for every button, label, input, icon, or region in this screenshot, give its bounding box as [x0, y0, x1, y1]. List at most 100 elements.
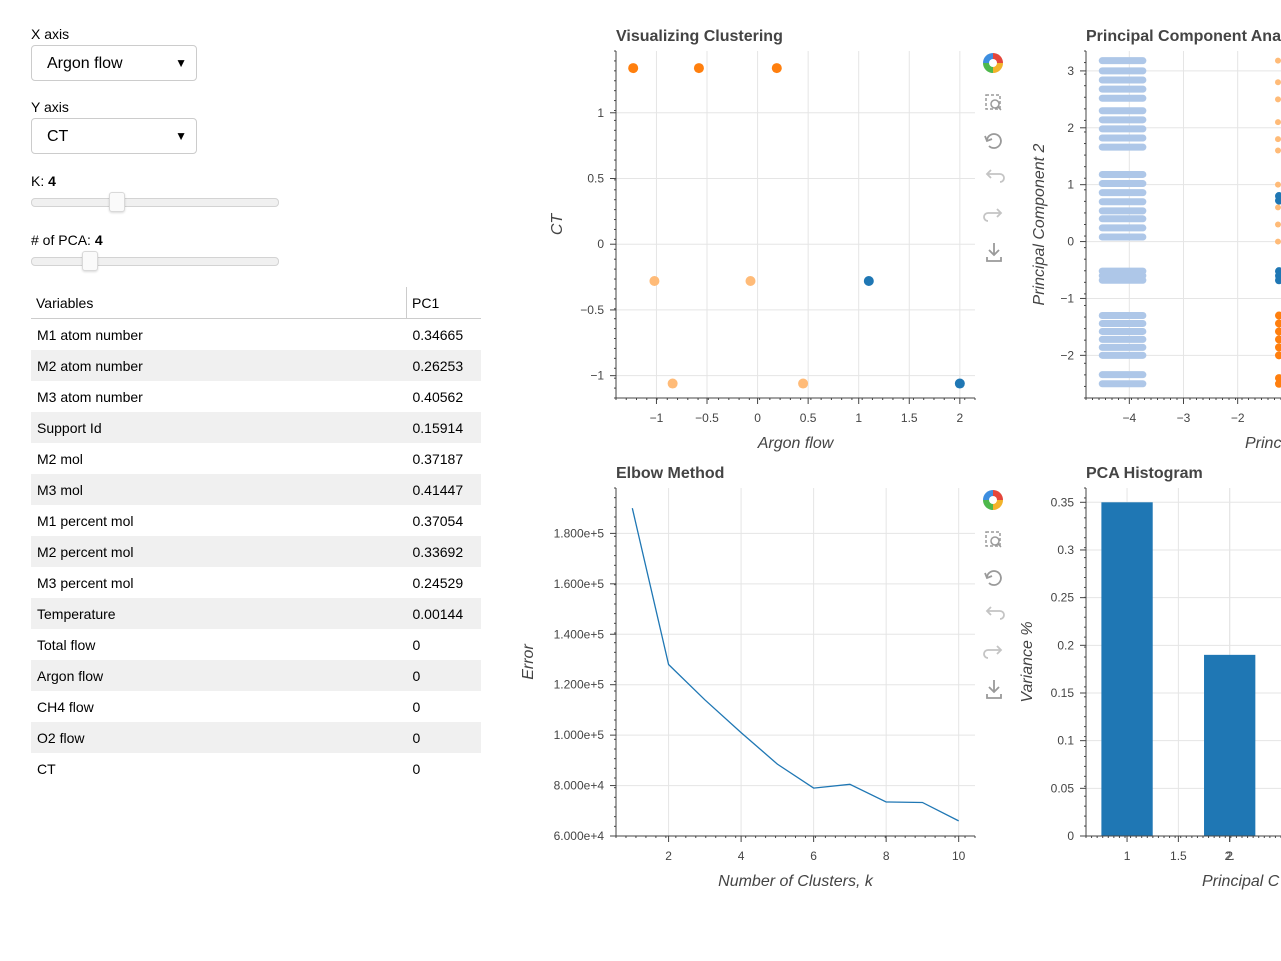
pca-histogram-bar-plot[interactable]: 1 1.5 22. 0 0.05 0.1 0.15 0.2 0.25 0.3 0.35 Princip… — [1010, 485, 1281, 895]
histogram-bar — [1101, 502, 1153, 836]
variable-name-cell: M3 percent mol — [31, 567, 407, 598]
scatter-point — [1275, 379, 1281, 388]
table-row[interactable]: CT 0 — [31, 753, 481, 784]
pc1-value-cell: 0.33692 — [406, 536, 481, 567]
y-tick-label: 0 — [597, 237, 604, 251]
x-tick-label: 6 — [810, 849, 817, 863]
histogram-bar — [1204, 654, 1256, 836]
elbow-series-line — [631, 508, 959, 822]
scatter-point — [1275, 221, 1281, 228]
table-row[interactable]: Argon flow 0 — [31, 660, 481, 691]
x-tick-label: 8 — [883, 849, 890, 863]
k-slider-label: K: 4 — [31, 173, 56, 189]
y-tick-label: 1.600e+5 — [554, 577, 605, 591]
variable-name-cell: Total flow — [31, 629, 407, 660]
table-row[interactable]: Support Id 0.15914 — [31, 412, 481, 443]
bokeh-logo-icon[interactable] — [983, 490, 1003, 510]
table-row[interactable]: M2 atom number 0.26253 — [31, 350, 481, 381]
elbow-toolbar — [975, 487, 1008, 707]
variable-name-cell: M3 atom number — [31, 381, 407, 412]
x-tick-label: −1 — [650, 411, 664, 425]
x-tick-label: 10 — [952, 849, 966, 863]
k-slider[interactable] — [31, 192, 279, 212]
pc1-value-cell: 0 — [406, 691, 481, 722]
column-header-pc1[interactable]: PC1 — [406, 287, 481, 319]
elbow-plot-title: Elbow Method — [616, 465, 725, 482]
scatter-point — [1275, 204, 1281, 211]
y-axis-select[interactable]: CT ▼ — [31, 118, 197, 154]
chevron-down-icon: ▼ — [175, 129, 187, 143]
variable-name-cell: Support Id — [31, 412, 407, 443]
k-value: 4 — [48, 173, 56, 189]
table-row[interactable]: M1 percent mol 0.37054 — [31, 505, 481, 536]
table-row[interactable]: M1 atom number 0.34665 — [31, 318, 481, 350]
pca-slider-handle[interactable] — [81, 251, 98, 271]
scatter-point — [649, 276, 660, 287]
undo-icon[interactable] — [985, 169, 1005, 183]
scatter-point — [1275, 57, 1281, 64]
scatter-point — [1275, 96, 1281, 103]
x-axis-select-value: Argon flow — [47, 55, 123, 72]
k-slider-handle[interactable] — [109, 192, 126, 212]
pca-scatter-plot[interactable]: −4 −3 −2 −2 −1 0 1 2 3 Principal Co Principal Comp… — [1020, 48, 1281, 458]
table-row[interactable]: Total flow 0 — [31, 629, 481, 660]
scatter-point — [1275, 238, 1281, 245]
column-header-variables[interactable]: Variables — [31, 287, 407, 319]
y-axis-title: Error — [520, 644, 537, 680]
save-icon[interactable] — [986, 680, 1002, 699]
table-row[interactable]: M2 percent mol 0.33692 — [31, 536, 481, 567]
y-tick-label: 1.400e+5 — [554, 627, 605, 641]
pc1-value-cell: 0.00144 — [406, 598, 481, 629]
pc1-value-cell: 0.15914 — [406, 412, 481, 443]
scatter-point — [667, 378, 678, 389]
variable-name-cell: M1 atom number — [31, 318, 407, 350]
pc1-value-cell: 0.26253 — [406, 350, 481, 381]
save-icon[interactable] — [986, 243, 1002, 262]
pca-slider[interactable] — [31, 251, 279, 271]
undo-icon[interactable] — [985, 606, 1005, 620]
box-zoom-icon[interactable] — [985, 531, 1002, 548]
variable-name-cell: M2 mol — [31, 443, 407, 474]
scatter-point — [771, 63, 782, 74]
y-tick-label: −1 — [590, 369, 604, 383]
variable-name-cell: Temperature — [31, 598, 407, 629]
k-label-text: K: — [31, 173, 45, 189]
variable-name-cell: M2 percent mol — [31, 536, 407, 567]
y-tick-label: 1.800e+5 — [554, 526, 605, 540]
table-row[interactable]: CH4 flow 0 — [31, 691, 481, 722]
table-row[interactable]: M3 mol 0.41447 — [31, 474, 481, 505]
variable-name-cell: M3 mol — [31, 474, 407, 505]
table-row[interactable]: M3 percent mol 0.24529 — [31, 567, 481, 598]
x-tick-label: 1 — [1124, 849, 1131, 863]
clustering-scatter-plot[interactable]: −1 −0.5 0 0.5 1 1.5 2 −1 −0.5 0 0.5 1 Argon flow CT — [540, 48, 980, 458]
x-axis-label: X axis — [31, 26, 70, 42]
reset-icon[interactable] — [984, 133, 1002, 149]
bokeh-logo-icon[interactable] — [983, 53, 1003, 73]
y-axis-title: CT — [549, 213, 566, 236]
x-axis-select[interactable]: Argon flow ▼ — [31, 45, 197, 81]
y-tick-label: 1 — [1067, 178, 1074, 192]
pca-label-text: # of PCA: — [31, 232, 91, 248]
reset-icon[interactable] — [984, 570, 1002, 586]
table-row[interactable]: Temperature 0.00144 — [31, 598, 481, 629]
table-row[interactable]: M3 atom number 0.40562 — [31, 381, 481, 412]
y-tick-label: 0 — [1067, 235, 1074, 249]
redo-icon[interactable] — [983, 645, 1003, 659]
y-axis-select-value: CT — [47, 128, 69, 145]
table-row[interactable]: M2 mol 0.37187 — [31, 443, 481, 474]
table-row[interactable]: O2 flow 0 — [31, 722, 481, 753]
redo-icon[interactable] — [983, 208, 1003, 222]
scatter-point — [1275, 343, 1281, 352]
x-tick-label: 2. — [1225, 849, 1235, 863]
y-tick-label: −1 — [1060, 291, 1074, 305]
box-zoom-icon[interactable] — [985, 94, 1002, 111]
scatter-point — [1275, 181, 1281, 188]
y-tick-label: 0.25 — [1051, 591, 1075, 605]
x-tick-label: −4 — [1122, 411, 1136, 425]
x-tick-label: 4 — [738, 849, 745, 863]
elbow-line-plot[interactable]: 2 4 6 8 10 6.000e+4 8.000e+4 1.000e+5 1.200e+5 1.… — [510, 485, 980, 895]
scatter-point — [863, 276, 874, 287]
y-tick-label: −2 — [1060, 348, 1074, 362]
scatter-point — [1275, 319, 1281, 328]
pc1-value-cell: 0 — [406, 753, 481, 784]
